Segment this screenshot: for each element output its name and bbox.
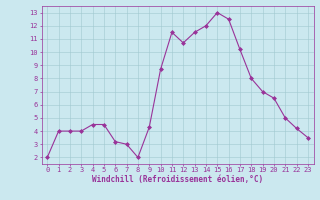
X-axis label: Windchill (Refroidissement éolien,°C): Windchill (Refroidissement éolien,°C) [92,175,263,184]
